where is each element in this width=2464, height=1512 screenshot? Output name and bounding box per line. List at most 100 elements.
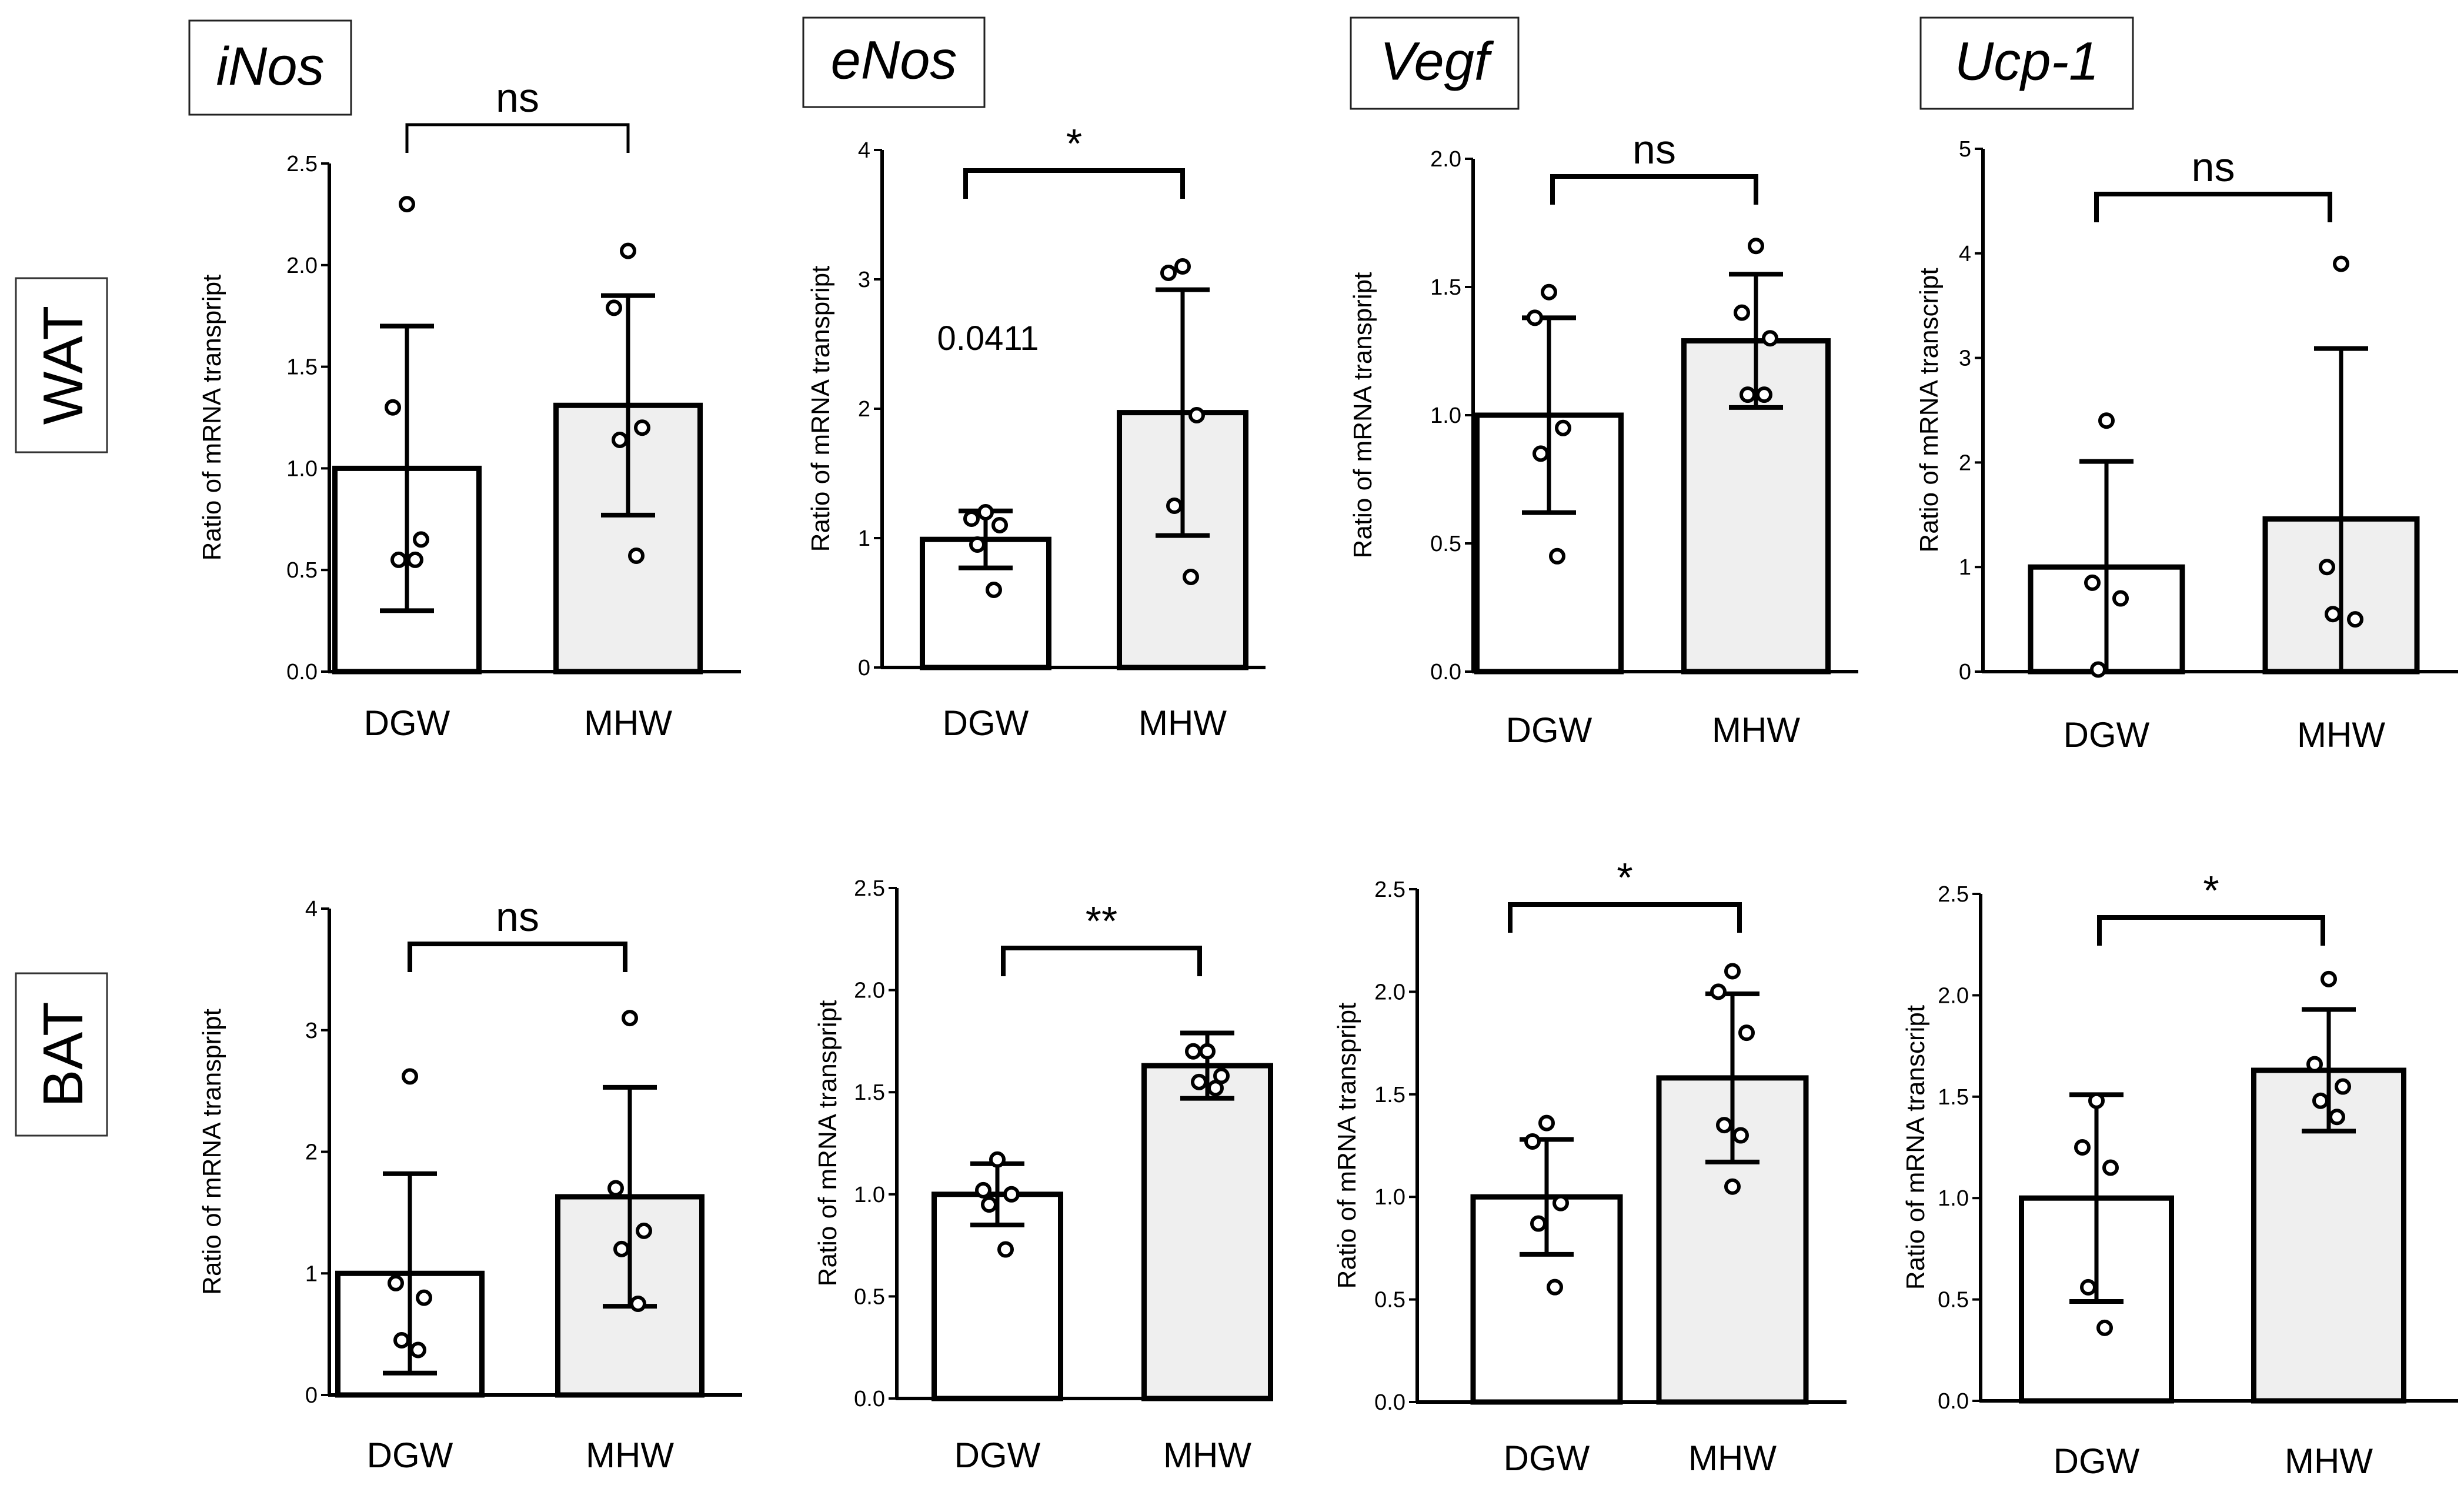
data-point (1524, 1133, 1541, 1150)
data-point (1174, 258, 1191, 275)
data-point (977, 504, 994, 520)
category-label-mhw: MHW (1712, 710, 1800, 750)
category-label-dgw: DGW (1504, 1438, 1590, 1478)
significance-label: * (1617, 855, 1632, 900)
y-tick-label: 1.0 (1374, 1185, 1405, 1210)
category-label-dgw: DGW (943, 703, 1029, 743)
data-point (1555, 419, 1571, 436)
y-tick-label: 0.0 (1938, 1389, 1969, 1414)
y-tick-label: 2 (1959, 450, 1971, 475)
y-tick-label: 2.5 (286, 152, 318, 176)
data-point (1732, 1127, 1749, 1144)
y-tick-label: 0.5 (854, 1284, 885, 1309)
data-point (1527, 309, 1543, 326)
category-label-mhw: MHW (2285, 1441, 2373, 1481)
significance-label: ns (2192, 144, 2235, 190)
data-point (1003, 1186, 1020, 1203)
data-point (2319, 559, 2335, 576)
data-point (975, 1181, 991, 1199)
y-tick-label: 4 (1959, 242, 1971, 266)
data-point (1710, 983, 1727, 1000)
y-tick-label: 0 (1959, 660, 1971, 685)
data-point (2084, 574, 2101, 591)
significance-bracket (408, 942, 627, 972)
data-point (1738, 1024, 1755, 1042)
y-tick-label: 0.0 (854, 1387, 885, 1411)
data-point (399, 196, 415, 213)
y-tick-label: 2.5 (854, 876, 885, 901)
y-tick-label: 0.0 (286, 660, 318, 685)
category-label-dgw: DGW (364, 703, 450, 743)
chart-panels: iNos Ratio of mRNA transpript 0.0 0.5 1.0 1.5… (188, 16, 2458, 1481)
data-point (1199, 1043, 1216, 1060)
y-tick-label: 4 (858, 138, 870, 163)
gene-title: iNos (216, 36, 324, 96)
data-point (630, 1295, 646, 1312)
category-label-dgw: DGW (2064, 715, 2150, 755)
category-label-mhw: MHW (1163, 1436, 1251, 1475)
significance-label: ns (496, 894, 539, 940)
row-label-bat-box: BAT (15, 972, 108, 1137)
category-label-mhw: MHW (586, 1436, 674, 1475)
y-tick-label: 1.5 (1938, 1085, 1969, 1110)
data-point (407, 551, 423, 568)
y-tick-label: 1.0 (1430, 403, 1461, 428)
data-point (612, 432, 628, 449)
category-label-dgw: DGW (1506, 710, 1592, 750)
data-point (1207, 1080, 1224, 1097)
data-point (2329, 1109, 2345, 1126)
significance-bracket (405, 123, 630, 153)
y-tick-label: 0.5 (1374, 1288, 1405, 1313)
y-tick-label: 3 (305, 1019, 318, 1043)
significance-label: ns (496, 75, 539, 121)
gene-title: eNos (831, 30, 957, 90)
data-point (2325, 606, 2341, 623)
data-point (2096, 1319, 2113, 1336)
data-point (1191, 1073, 1207, 1090)
data-point (2347, 611, 2363, 628)
gene-title: Vegf (1380, 31, 1494, 91)
data-point (2333, 255, 2349, 272)
chart-wat-enos: eNos Ratio of mRNA transpript 0 1 2 3 4 DGW MHW *… (802, 16, 1266, 743)
y-tick-label: 0 (858, 656, 870, 680)
data-point (634, 419, 650, 436)
y-tick-label: 2.0 (854, 979, 885, 1003)
category-label-mhw: MHW (1138, 703, 1227, 743)
y-axis-label: Ratio of mRNA transcript (1901, 1005, 1930, 1290)
data-point (969, 536, 986, 553)
data-point (1724, 963, 1741, 980)
significance-bracket (1550, 174, 1758, 205)
y-axis-label: Ratio of mRNA transpript (1348, 272, 1377, 559)
gene-title-box (1919, 16, 2134, 110)
y-tick-label: 1.5 (286, 355, 318, 380)
data-point (620, 242, 636, 259)
chart-wat-vegf: Vegf Ratio of mRNA transpript 0.0 0.5 1.0 1.5… (1348, 16, 1858, 750)
y-tick-label: 2 (858, 397, 870, 422)
y-axis-label: Ratio of mRNA transpript (198, 1009, 226, 1295)
y-tick-label: 1 (858, 526, 870, 551)
y-axis-label: Ratio of mRNA transpript (198, 275, 226, 561)
y-axis-label: Ratio of mRNA transpript (813, 1000, 842, 1287)
y-tick-label: 2.5 (1938, 882, 1969, 907)
data-point (2090, 661, 2106, 678)
data-point (2098, 412, 2115, 429)
data-point (1538, 1114, 1555, 1132)
gene-title: Ucp-1 (1955, 31, 2099, 91)
y-tick-label: 1.0 (854, 1183, 885, 1207)
significance-label: * (1066, 121, 1082, 166)
chart-wat-inos: iNos Ratio of mRNA transpript 0.0 0.5 1.0 1.5… (188, 19, 741, 743)
significance-bracket (2094, 192, 2332, 222)
data-point (2112, 590, 2129, 607)
p-value-annotation: 0.0411 (937, 319, 1039, 358)
data-point (1748, 238, 1764, 255)
gene-title-box (802, 16, 986, 108)
data-point (1547, 1279, 1563, 1296)
y-tick-label: 4 (305, 897, 318, 922)
y-tick-label: 0.5 (286, 558, 318, 583)
data-point (2088, 1092, 2105, 1109)
chart-bat-enos: Ratio of mRNA transpript 0.0 0.5 1.0 1.5 2.0 2… (813, 876, 1273, 1475)
y-tick-label: 1.0 (286, 456, 318, 481)
data-point (1552, 1194, 1569, 1211)
category-label-dgw: DGW (2054, 1441, 2140, 1481)
category-label-dgw: DGW (367, 1436, 453, 1475)
